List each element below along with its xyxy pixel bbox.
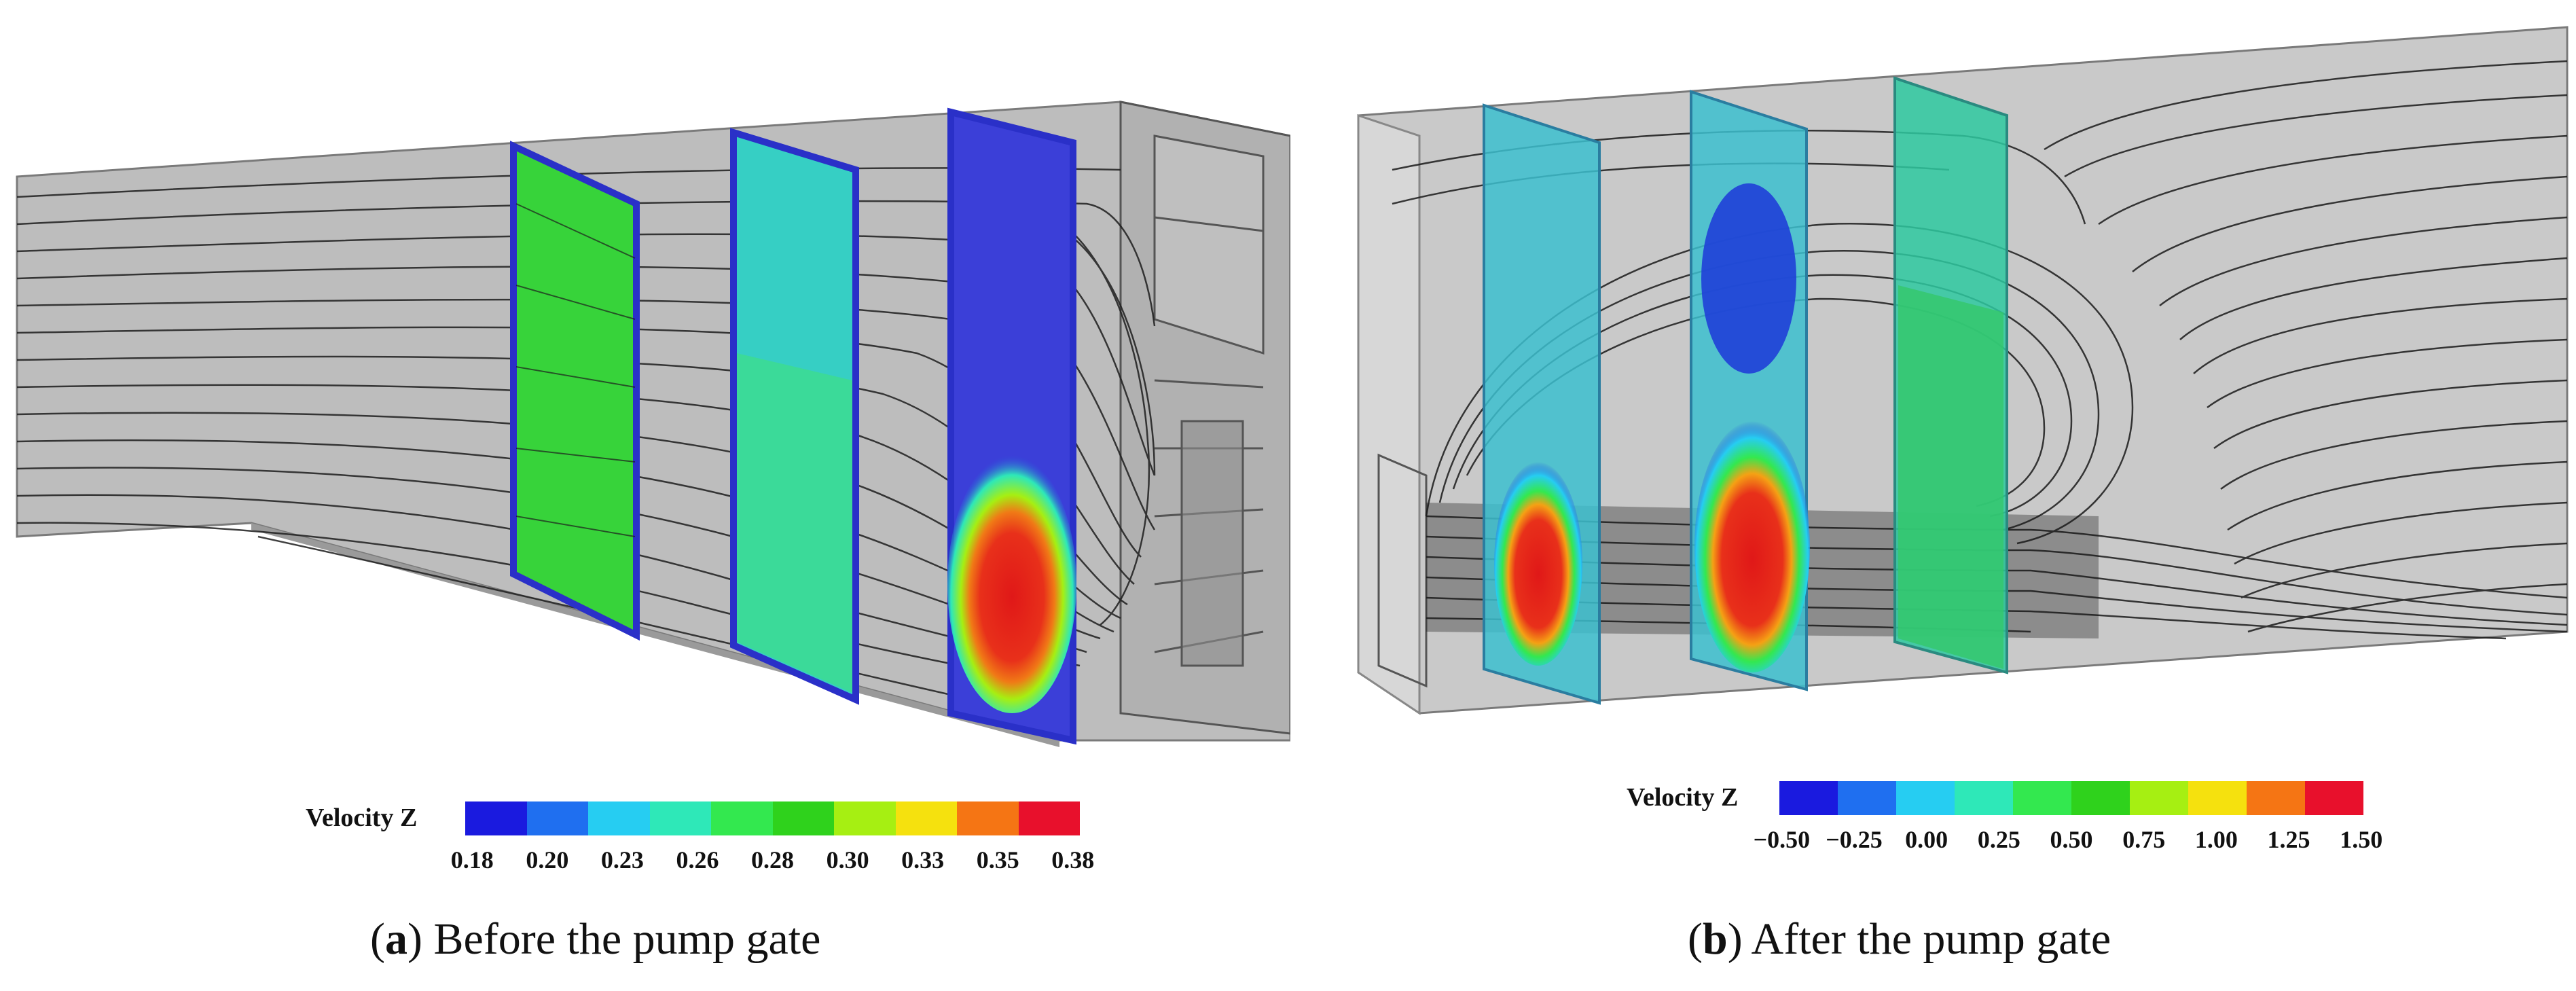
pump-gate-structure: [1119, 101, 1290, 735]
colorbar: [465, 801, 1080, 835]
legend-label: Velocity Z: [1627, 783, 1739, 812]
panel-caption: (a) Before the pump gate: [370, 914, 821, 964]
colorbar-tick-label: 0.26: [676, 846, 719, 873]
colorbar-segment: [1779, 781, 1838, 815]
colorbar-segment: [895, 801, 957, 835]
colorbar-segment: [588, 801, 650, 835]
high-velocity-core-2: [1694, 421, 1810, 672]
colorbar-segment: [957, 801, 1019, 835]
colorbar-segment: [465, 801, 527, 835]
colorbar-segment: [711, 801, 773, 835]
high-velocity-core: [947, 455, 1076, 713]
colorbar-segment: [2305, 781, 2363, 815]
colorbar-tick-label: 0.00: [1905, 826, 1948, 853]
inlet-box: [1357, 113, 1421, 715]
colorbar-segment: [2188, 781, 2247, 815]
colorbar-tick-label: 0.50: [2050, 826, 2093, 853]
colorbar: [1779, 781, 2363, 815]
colorbar-tick-label: 0.30: [826, 846, 869, 873]
colorbar-segment: [772, 801, 834, 835]
colorbar-ticks: 0.18 0.20 0.23 0.26 0.28 0.30 0.33 0.35 0.38: [435, 846, 1110, 874]
colorbar-tick-label: 0.23: [600, 846, 644, 873]
colorbar-ticks: −0.50 −0.25 0.00 0.25 0.50 0.75 1.00 1.25 1.50: [1745, 825, 2397, 854]
colorbar-segment: [834, 801, 896, 835]
colorbar-tick-label: 0.28: [751, 846, 795, 873]
colorbar-tick-label: 0.25: [1977, 826, 2020, 853]
channel-body: [16, 101, 1290, 742]
legend-label: Velocity Z: [306, 804, 418, 832]
colorbar-tick-label: 1.50: [2340, 826, 2383, 853]
colorbar-segment: [649, 801, 711, 835]
colorbar-tick-label: 0.18: [450, 846, 494, 873]
panel-after-pump-gate: Velocity Z −0.50 −0.25 0.00 0.25 0.50 0.75 1.0…: [1352, 0, 2576, 991]
colorbar-segment: [1838, 781, 1896, 815]
colorbar-segment: [1955, 781, 2013, 815]
colorbar-tick-label: 1.00: [2194, 826, 2238, 853]
colorbar-tick-label: 0.38: [1051, 846, 1095, 873]
caption-text: After the pump gate: [1751, 914, 2111, 964]
colorbar-segment: [1896, 781, 1955, 815]
velocity-slice-1: [510, 141, 640, 641]
caption-text: Before the pump gate: [433, 914, 821, 964]
colorbar-segment: [526, 801, 588, 835]
caption-letter: b: [1702, 914, 1728, 964]
colorbar-tick-label: 0.20: [526, 846, 569, 873]
flow-visualization-before: [16, 101, 1290, 747]
colorbar-segment: [2247, 781, 2305, 815]
colorbar-tick-label: 0.33: [901, 846, 945, 873]
panel-caption: (b) After the pump gate: [1688, 914, 2111, 964]
flow-visualization-after: [1357, 26, 2569, 715]
colorbar-tick-label: 0.75: [2122, 826, 2166, 853]
colorbar-tick-label: 1.25: [2267, 826, 2310, 853]
colorbar-tick-label: 0.35: [976, 846, 1019, 873]
colorbar-segment: [2013, 781, 2071, 815]
colorbar-segment: [2071, 781, 2130, 815]
colorbar-segment: [2130, 781, 2188, 815]
caption-letter: a: [384, 914, 407, 964]
high-velocity-core-1: [1494, 462, 1582, 666]
colorbar-segment: [1018, 801, 1080, 835]
colorbar-tick-label: −0.25: [1826, 826, 1883, 853]
panel-before-pump-gate: Velocity Z 0.18 0.20 0.23 0.26 0.28 0.30 0.33 0…: [16, 101, 1290, 964]
colorbar-tick-label: −0.50: [1753, 826, 1811, 853]
